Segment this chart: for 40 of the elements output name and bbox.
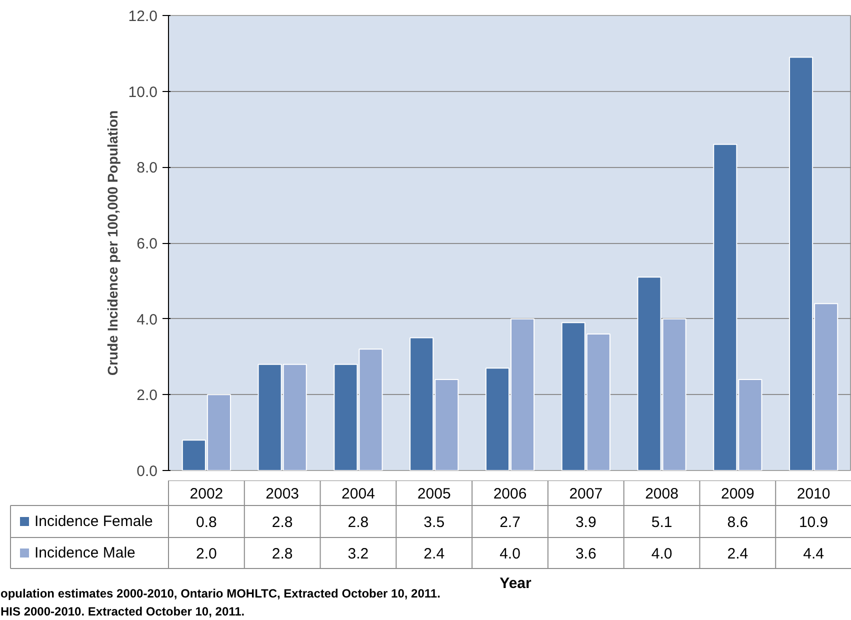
y-tick-label: 2.0 (136, 387, 158, 404)
data-label: 2.8 (272, 546, 293, 562)
x-tick-label: 2004 (342, 486, 375, 502)
y-axis-title: Crude Incidence per 100,000 Population (104, 110, 120, 376)
data-label: 2.4 (727, 546, 748, 562)
text: HIS 2000-2010. Extracted October 10, 2011. (0, 604, 245, 618)
data-label: 10.9 (798, 514, 828, 531)
x-tick-label: 2005 (417, 486, 451, 502)
x-tick-label: 2006 (493, 486, 527, 502)
data-label: 2.0 (196, 546, 217, 562)
data-label: 3.5 (424, 514, 445, 531)
data-label: 2.7 (500, 514, 520, 531)
text: opulation estimates 2000-2010, Ontario MOHLTC, Extracted October 10, 2011. (0, 586, 440, 600)
data-label: 4.4 (803, 546, 824, 562)
x-tick-label: 2010 (796, 486, 830, 502)
x-axis-title: Year (500, 575, 532, 592)
y-tick-label: 10.0 (128, 84, 158, 101)
y-tick-label: 8.0 (136, 160, 158, 177)
y-tick-label: 0.0 (136, 463, 158, 480)
legend-label: Incidence Female (34, 513, 153, 530)
data-label: 4.0 (651, 546, 672, 562)
x-tick-label: 2008 (645, 486, 678, 502)
y-tick-label: 4.0 (136, 311, 158, 328)
data-label: 3.6 (575, 546, 596, 562)
data-label: 8.6 (727, 514, 748, 531)
data-label: 3.2 (348, 546, 369, 562)
x-tick-label: 2009 (720, 486, 754, 502)
data-label: 3.9 (575, 514, 596, 531)
data-label: 2.8 (348, 514, 369, 531)
data-label: 5.1 (651, 514, 672, 531)
data-label: 0.8 (196, 514, 217, 531)
y-tick-label: 12.0 (128, 8, 158, 25)
data-label: 2.8 (272, 514, 293, 531)
y-tick-label: 6.0 (136, 236, 158, 252)
x-tick-label: 2003 (266, 486, 300, 502)
x-tick-label: 2002 (190, 486, 224, 502)
x-tick-label: 2007 (569, 486, 603, 502)
legend-label: Incidence Male (34, 544, 136, 562)
data-label: 2.4 (424, 546, 445, 562)
data-label: 4.0 (500, 546, 520, 562)
